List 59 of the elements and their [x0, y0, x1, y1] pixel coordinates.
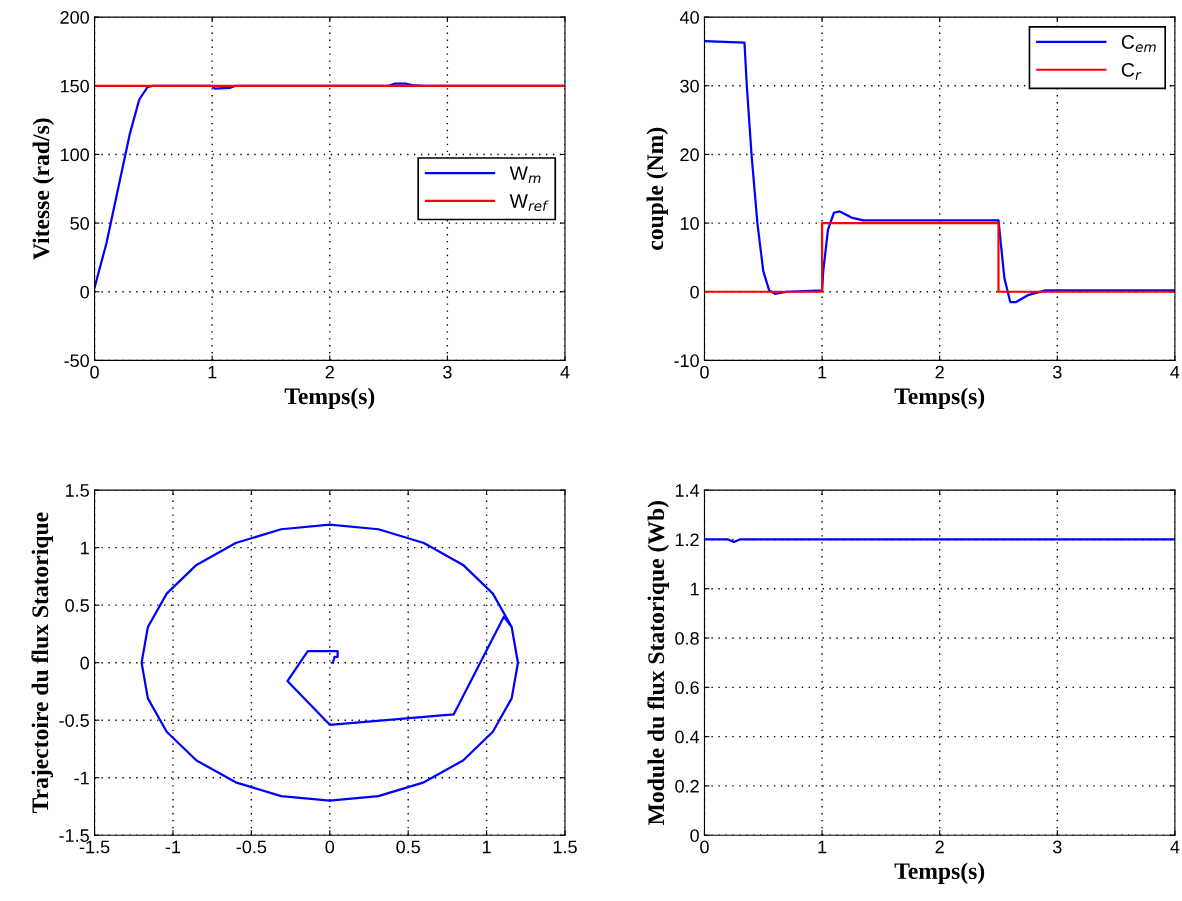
x-tick-label: -0.5: [236, 840, 267, 854]
x-tick-label: 4: [560, 365, 570, 379]
y-axis-title: Vitesse (rad/s): [32, 118, 55, 260]
legend-label: C$_{r}$: [1121, 62, 1142, 80]
x-tick-label: 0.5: [396, 840, 420, 854]
x-tick-label: 1: [818, 365, 827, 379]
y-tick-label: -0.5: [59, 714, 89, 727]
x-tick-label: -1: [165, 840, 181, 854]
y-tick-label: 100: [60, 148, 89, 162]
x-tick-label: 2: [325, 365, 334, 379]
x-tick-label: 3: [1052, 365, 1062, 379]
x-tick-label: 1: [208, 365, 217, 379]
y-tick-label: 0.4: [675, 730, 700, 744]
y-tick-label: -1: [74, 771, 89, 785]
y-tick-label: -1.5: [59, 829, 89, 842]
x-tick-label: 4: [1170, 840, 1180, 854]
y-tick-label: 20: [680, 148, 699, 162]
y-tick-label: 150: [60, 79, 89, 93]
y-tick-label: 0: [80, 285, 89, 299]
x-tick-label: 3: [1052, 840, 1062, 854]
x-tick-label: 0: [90, 365, 99, 379]
y-tick-label: -10: [674, 354, 699, 368]
y-tick-label: 0.8: [675, 631, 699, 645]
y-tick-label: 0.6: [675, 681, 699, 695]
x-tick-label: 0: [700, 840, 709, 854]
y-tick-label: 1: [81, 541, 89, 555]
y-tick-label: 1.2: [675, 533, 699, 546]
x-axis-title: Temps(s): [284, 387, 375, 410]
y-tick-label: 1: [690, 582, 699, 596]
legend-label: W$_{ref}$: [509, 194, 549, 212]
y-tick-label: 30: [680, 79, 699, 93]
y-tick-label: 50: [70, 217, 89, 230]
x-tick-label: 1.5: [553, 840, 577, 854]
x-tick-label: 1: [482, 840, 491, 854]
y-tick-label: -50: [64, 354, 89, 368]
x-axis-title: Temps(s): [894, 862, 985, 884]
x-tick-label: 4: [1170, 365, 1180, 379]
x-tick-label: 1: [818, 840, 827, 854]
y-tick-label: 0: [80, 656, 89, 670]
y-tick-label: 0: [690, 829, 699, 842]
x-tick-label: 2: [935, 365, 944, 379]
y-tick-label: 1.5: [65, 484, 89, 497]
x-tick-label: 3: [443, 365, 452, 379]
legend-label: W$_{m}$: [509, 166, 541, 184]
y-tick-label: 200: [60, 11, 89, 24]
x-tick-label: 0: [325, 840, 335, 854]
legend-label: C$_{em}$: [1121, 35, 1156, 53]
y-tick-label: 0.5: [65, 599, 89, 612]
y-tick-label: 1.4: [675, 484, 700, 497]
y-axis-title: Module du flux Statorique (Wb): [647, 501, 669, 825]
x-axis-title: Temps(s): [894, 387, 985, 410]
x-tick-label: 0: [700, 365, 709, 379]
y-tick-label: 0.2: [675, 779, 699, 793]
y-tick-label: 10: [680, 217, 699, 230]
y-tick-label: 0: [690, 285, 699, 299]
y-tick-label: 40: [679, 11, 699, 24]
y-axis-title: Trajectoire du flux Statorique: [31, 512, 54, 814]
y-axis-title: couple (Nm): [646, 127, 668, 250]
x-tick-label: 2: [935, 840, 944, 854]
